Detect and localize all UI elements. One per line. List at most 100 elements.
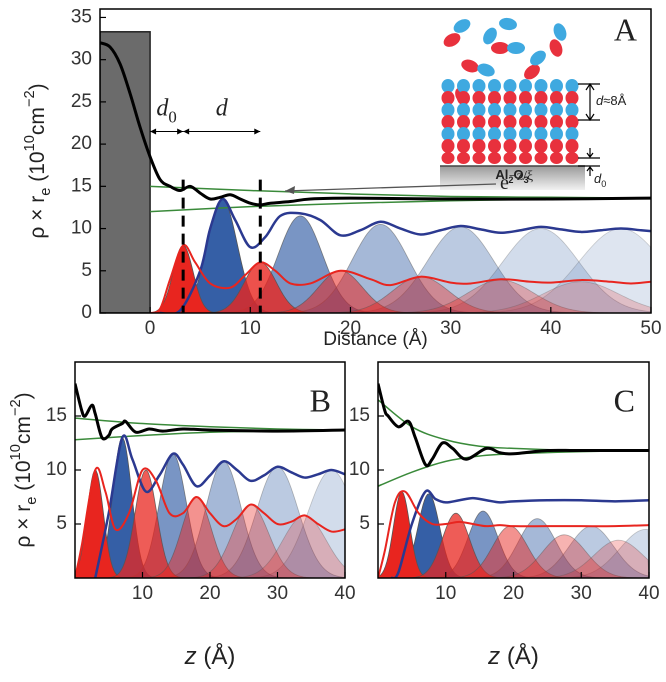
y-tick-label: 10 [46,459,67,480]
line [159,197,651,313]
inset-molecule [519,152,532,164]
x-axis-label: z (Å) [184,642,236,670]
plot-frame [99,8,652,314]
line [149,244,651,313]
text-part: (10 [12,460,35,496]
inset-molecule [550,103,563,117]
inset-molecule [488,127,501,141]
line [75,383,345,441]
inset-molecule [519,79,532,93]
inset-molecule [550,91,563,105]
y-tick-label: 25 [71,91,92,112]
text-part: (Å) [500,642,539,670]
line [100,41,651,207]
x-tick-label: 0 [145,318,156,339]
inset-molecule [472,127,486,141]
inset-molecule [488,139,501,153]
line [94,434,345,578]
text-part: Al [495,167,508,182]
inset-molecule [565,103,579,117]
inset-molecule [441,103,455,117]
peak-area [75,504,345,578]
inset-molecule [503,91,517,105]
inset-molecule [534,115,548,129]
x-tick-label: 40 [334,583,355,604]
text-part: e [24,497,40,505]
inset-molecule [519,91,532,105]
x-tick-label: 30 [440,318,461,339]
inset-substrate-label: Al2O3 [495,167,528,185]
peak-area [75,496,345,578]
text-part: 10 [8,444,24,460]
inset-molecule [441,91,455,105]
text-part: ) [26,83,49,90]
peak-area [100,223,651,313]
x-tick-label: 30 [267,583,288,604]
dimension-label: d [216,95,229,121]
text-part: d [156,95,169,121]
inset-molecule [457,103,470,117]
inset-molecule [503,79,517,93]
text-part: −2 [8,399,24,416]
peak-area [100,245,651,313]
inset: Al2O3 d≈8Å d0 [440,17,627,190]
text-part: cm [26,107,49,135]
inset-molecule [488,152,501,164]
panel: 10 20 30 40 5 10 15 z (Å) C [349,361,660,670]
text-part: (10 [26,151,49,187]
text-part: −2 [22,90,38,107]
text-part: d [216,95,229,121]
line [390,489,649,578]
inset-molecule [550,139,563,153]
inset-molecule [457,79,470,93]
plot-content [378,383,649,578]
y-tick-label: 5 [359,513,370,534]
y-tick-label: 0 [81,302,92,323]
inset-molecule [441,115,455,129]
text-part: ≈8Å [603,93,626,108]
x-tick-label: 50 [640,318,661,339]
text-part: z [184,643,197,670]
y-tick-label: 10 [71,218,92,239]
y-tick-label: 10 [349,459,370,480]
decay-arrow [284,183,497,192]
inset-molecule [472,152,486,164]
text-part: 0 [601,179,606,189]
text-part: 3 [524,175,529,185]
inset-spacing-label: d≈8Å [596,93,627,108]
inset-molecule [472,103,486,117]
inset-molecule [565,127,579,141]
decay-arrowhead [285,186,295,194]
inset-molecule [534,91,548,105]
inset-molecule [565,152,579,164]
inset-molecule [534,103,548,117]
inset-molecule [441,152,455,164]
text-part: z [487,643,500,670]
text-part: Distance (Å) [323,329,428,350]
text-part: ρ × r [26,196,49,239]
inset-molecule [488,103,501,117]
inset-molecule [534,79,548,93]
x-tick-label: 40 [638,583,659,604]
inset-molecule [534,152,548,164]
inset-molecule [519,127,532,141]
inset-molecule [565,91,579,105]
peak-area [75,469,345,578]
inset-molecule [488,91,501,105]
panel-label: B [310,382,331,418]
decay-label: e−z/ξ [500,169,533,194]
inset-molecule [488,115,501,129]
text-part: ) [12,392,35,399]
x-tick-label: 10 [435,583,456,604]
y-tick-label: 30 [71,49,92,70]
inset-molecule [472,91,486,105]
inset-molecule [550,152,563,164]
peak-area [378,534,649,578]
inset-molecule [457,91,470,105]
panel-label: A [614,11,637,47]
inset-molecule [441,79,455,93]
x-tick-label: 40 [540,318,561,339]
